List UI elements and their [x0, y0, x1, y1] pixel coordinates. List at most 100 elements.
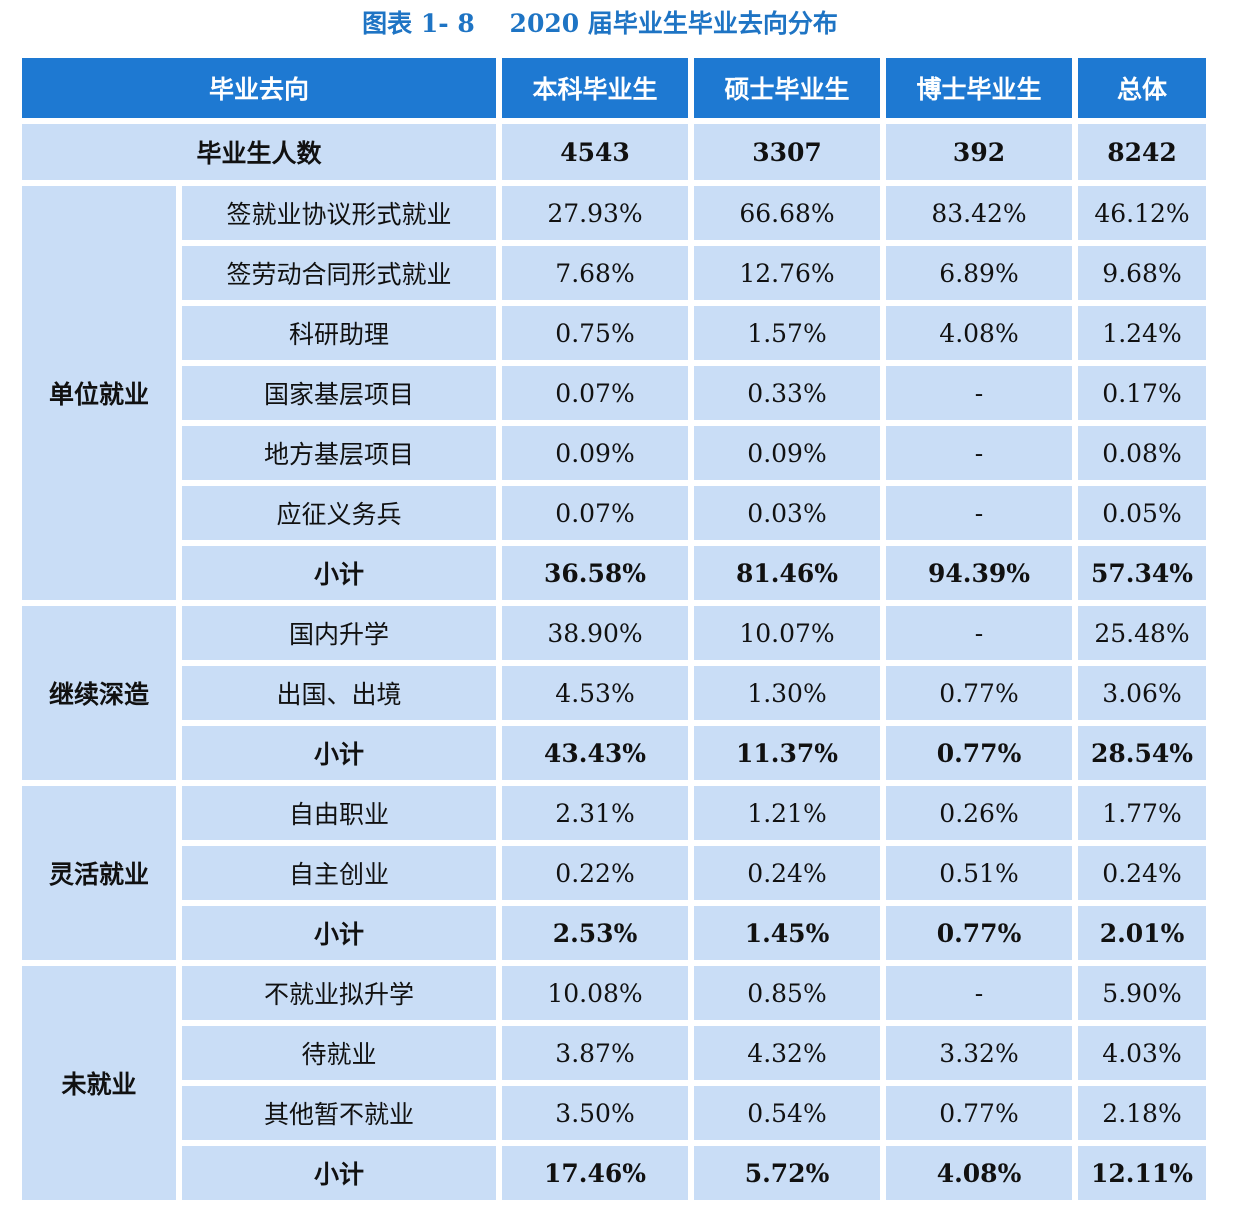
row-value: 1.77% — [1078, 786, 1207, 840]
row-label: 签劳动合同形式就业 — [182, 246, 497, 300]
subtotal-value: 28.54% — [1078, 726, 1207, 780]
subtotal-value: 0.77% — [886, 726, 1073, 780]
subtotal-value: 1.45% — [694, 906, 881, 960]
row-value: 4.53% — [502, 666, 689, 720]
table-row: 签劳动合同形式就业 7.68% 12.76% 6.89% 9.68% — [22, 246, 1207, 300]
row-label: 签就业协议形式就业 — [182, 186, 497, 240]
row-label: 地方基层项目 — [182, 426, 497, 480]
row-value: - — [886, 606, 1073, 660]
subtotal-value: 2.01% — [1078, 906, 1207, 960]
total-row-value: 3307 — [694, 124, 881, 180]
graduate-destination-table: 毕业去向 本科毕业生 硕士毕业生 博士毕业生 总体 毕业生人数 4543 3307 3… — [16, 52, 1212, 1206]
row-value: 3.87% — [502, 1026, 689, 1080]
row-value: 3.32% — [886, 1026, 1073, 1080]
table-row-total: 毕业生人数 4543 3307 392 8242 — [22, 124, 1207, 180]
row-value: 0.03% — [694, 486, 881, 540]
row-value: 25.48% — [1078, 606, 1207, 660]
row-value: 4.32% — [694, 1026, 881, 1080]
total-row-label: 毕业生人数 — [22, 124, 497, 180]
header-overall: 总体 — [1078, 58, 1207, 118]
subtotal-label: 小计 — [182, 906, 497, 960]
total-row-value: 8242 — [1078, 124, 1207, 180]
row-value: 1.57% — [694, 306, 881, 360]
total-row-value: 4543 — [502, 124, 689, 180]
table-row: 灵活就业 自由职业 2.31% 1.21% 0.26% 1.77% — [22, 786, 1207, 960]
row-value: 1.30% — [694, 666, 881, 720]
row-value: 0.77% — [886, 1086, 1073, 1140]
row-value: 5.90% — [1078, 966, 1207, 1020]
subtotal-value: 36.58% — [502, 546, 689, 600]
row-value: 0.07% — [502, 366, 689, 420]
row-value: 2.18% — [1078, 1086, 1207, 1140]
row-value: 4.08% — [886, 306, 1073, 360]
row-value: 66.68% — [694, 186, 881, 240]
subtotal-value: 2.53% — [502, 906, 689, 960]
group-name: 继续深造 — [22, 606, 176, 780]
row-label: 自由职业 — [182, 786, 497, 840]
row-label: 国内升学 — [182, 606, 497, 660]
table-row: 出国、出境 4.53% 1.30% 0.77% 3.06% — [22, 666, 1207, 720]
row-value: 0.17% — [1078, 366, 1207, 420]
table-row: 待就业 3.87% 4.32% 3.32% 4.03% — [22, 1026, 1207, 1080]
table-body: 毕业生人数 4543 3307 392 8242 单位就业 签就业协议形式就业 27.93% 6… — [22, 124, 1207, 1200]
row-value: 0.33% — [694, 366, 881, 420]
subtotal-value: 5.72% — [694, 1146, 881, 1200]
row-value: 7.68% — [502, 246, 689, 300]
subtotal-value: 17.46% — [502, 1146, 689, 1200]
row-value: 3.50% — [502, 1086, 689, 1140]
row-value: - — [886, 366, 1073, 420]
table-row-subtotal: 小计 17.46% 5.72% 4.08% 12.11% — [22, 1146, 1207, 1200]
row-value: 0.54% — [694, 1086, 881, 1140]
row-value: 6.89% — [886, 246, 1073, 300]
header-row: 毕业去向 本科毕业生 硕士毕业生 博士毕业生 总体 — [22, 58, 1207, 118]
row-label: 国家基层项目 — [182, 366, 497, 420]
subtotal-value: 43.43% — [502, 726, 689, 780]
row-value: 1.24% — [1078, 306, 1207, 360]
table-row: 继续深造 国内升学 38.90% 10.07% -25.48% — [22, 606, 1207, 780]
subtotal-value: 81.46% — [694, 546, 881, 600]
group-name: 未就业 — [22, 966, 176, 1200]
row-label: 应征义务兵 — [182, 486, 497, 540]
row-label: 出国、出境 — [182, 666, 497, 720]
total-row-value: 392 — [886, 124, 1073, 180]
row-value: 3.06% — [1078, 666, 1207, 720]
row-value: - — [886, 426, 1073, 480]
header-undergrad: 本科毕业生 — [502, 58, 689, 118]
row-value: 0.09% — [502, 426, 689, 480]
header-doctor: 博士毕业生 — [886, 58, 1073, 118]
row-value: 0.85% — [694, 966, 881, 1020]
subtotal-value: 11.37% — [694, 726, 881, 780]
subtotal-label: 小计 — [182, 546, 497, 600]
table-row-subtotal: 小计 43.43% 11.37% 0.77% 28.54% — [22, 726, 1207, 780]
subtotal-value: 94.39% — [886, 546, 1073, 600]
header-master: 硕士毕业生 — [694, 58, 881, 118]
group-name: 灵活就业 — [22, 786, 176, 960]
subtotal-value: 4.08% — [886, 1146, 1073, 1200]
row-label: 其他暂不就业 — [182, 1086, 497, 1140]
table-row: 地方基层项目 0.09% 0.09% -0.08% — [22, 426, 1207, 480]
table-row: 其他暂不就业 3.50% 0.54% 0.77% 2.18% — [22, 1086, 1207, 1140]
row-value: 0.22% — [502, 846, 689, 900]
header-destination: 毕业去向 — [22, 58, 497, 118]
row-value: - — [886, 966, 1073, 1020]
row-label: 科研助理 — [182, 306, 497, 360]
subtotal-label: 小计 — [182, 1146, 497, 1200]
subtotal-label: 小计 — [182, 726, 497, 780]
row-value: - — [886, 486, 1073, 540]
row-value: 10.07% — [694, 606, 881, 660]
row-value: 38.90% — [502, 606, 689, 660]
row-value: 0.75% — [502, 306, 689, 360]
row-label: 不就业拟升学 — [182, 966, 497, 1020]
row-value: 46.12% — [1078, 186, 1207, 240]
table-title: 图表 1- 8 2020 届毕业生毕业去向分布 — [362, 9, 838, 38]
row-value: 0.77% — [886, 666, 1073, 720]
row-value: 83.42% — [886, 186, 1073, 240]
row-value: 0.08% — [1078, 426, 1207, 480]
subtotal-value: 57.34% — [1078, 546, 1207, 600]
group-name: 单位就业 — [22, 186, 176, 600]
table-row: 应征义务兵 0.07% 0.03% -0.05% — [22, 486, 1207, 540]
table-row-subtotal: 小计 36.58% 81.46% 94.39% 57.34% — [22, 546, 1207, 600]
table-row-subtotal: 小计 2.53% 1.45% 0.77% 2.01% — [22, 906, 1207, 960]
subtotal-value: 12.11% — [1078, 1146, 1207, 1200]
row-label: 自主创业 — [182, 846, 497, 900]
